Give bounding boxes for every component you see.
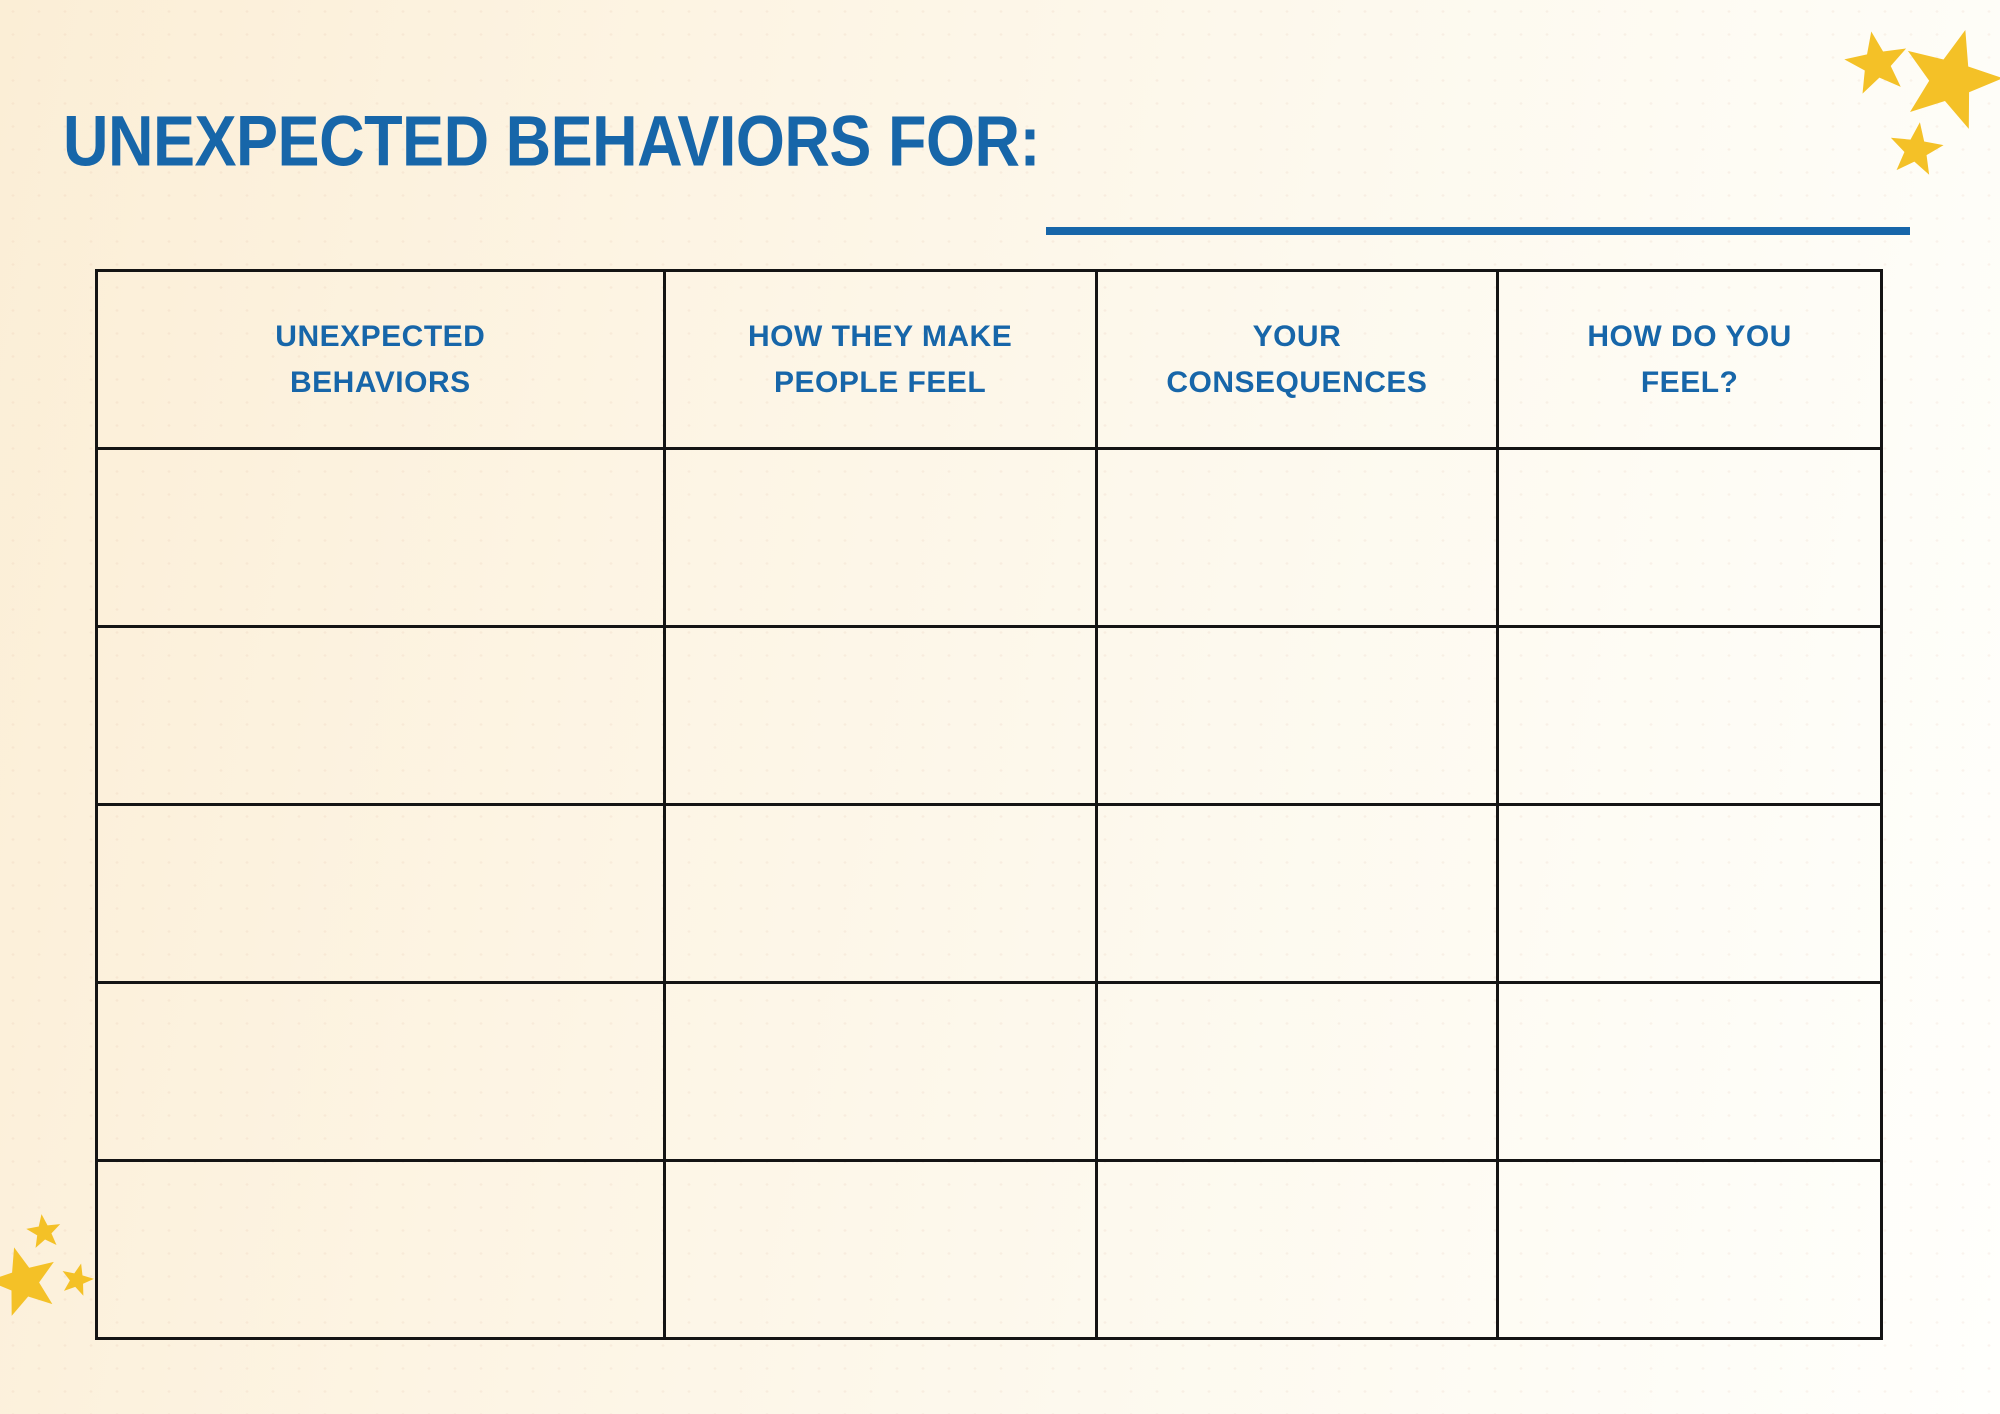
name-fill-in-line[interactable] — [1045, 227, 1910, 235]
table-cell[interactable] — [662, 981, 1098, 1162]
header-line: FEEL? — [1640, 365, 1739, 399]
table-body — [95, 447, 1883, 1340]
table-cell[interactable] — [1094, 803, 1500, 984]
table-cell[interactable] — [95, 1159, 666, 1340]
column-header-unexpected-behaviors: UNEXPECTED BEHAVIORS — [95, 269, 666, 450]
star-icon-bottom-left-small-top — [24, 1211, 63, 1249]
column-header-your-consequences: YOUR CONSEQUENCES — [1094, 269, 1500, 450]
table-row — [95, 981, 1883, 1162]
table-header-row: UNEXPECTED BEHAVIORS HOW THEY MAKE PEOPL… — [95, 269, 1883, 450]
header-line: PEOPLE FEEL — [774, 365, 987, 399]
table-cell[interactable] — [1496, 1159, 1883, 1340]
table-cell[interactable] — [95, 981, 666, 1162]
column-header-how-do-you-feel: HOW DO YOU FEEL? — [1496, 269, 1883, 450]
header-line: CONSEQUENCES — [1166, 365, 1428, 399]
table-cell[interactable] — [662, 447, 1098, 628]
table-cell[interactable] — [662, 803, 1098, 984]
table-cell[interactable] — [1094, 447, 1500, 628]
table-cell[interactable] — [1496, 447, 1883, 628]
column-header-how-they-make-people-feel: HOW THEY MAKE PEOPLE FEEL — [662, 269, 1098, 450]
table-row — [95, 625, 1883, 806]
table-row — [95, 447, 1883, 628]
star-icon-bottom-left-small-right — [57, 1259, 97, 1298]
table-cell[interactable] — [95, 803, 666, 984]
table-cell[interactable] — [662, 625, 1098, 806]
table-row — [95, 803, 1883, 984]
table-cell[interactable] — [95, 625, 666, 806]
header-line: HOW THEY MAKE — [747, 319, 1013, 353]
header-line: BEHAVIORS — [289, 365, 471, 399]
header-line: UNEXPECTED — [275, 319, 486, 353]
table-cell[interactable] — [1496, 803, 1883, 984]
header-line: YOUR — [1252, 319, 1342, 353]
table-cell[interactable] — [1094, 625, 1500, 806]
table-cell[interactable] — [1496, 625, 1883, 806]
table-cell[interactable] — [662, 1159, 1098, 1340]
star-icon-bottom-left-large — [0, 1237, 65, 1320]
table-cell[interactable] — [1496, 981, 1883, 1162]
table-cell[interactable] — [1094, 1159, 1500, 1340]
page-title: UNEXPECTED BEHAVIORS FOR: — [63, 101, 1040, 182]
title-row: UNEXPECTED BEHAVIORS FOR: — [63, 101, 1910, 235]
header-line: HOW DO YOU — [1587, 319, 1792, 353]
unexpected-behaviors-table: UNEXPECTED BEHAVIORS HOW THEY MAKE PEOPL… — [95, 269, 1883, 1340]
table-row — [95, 1159, 1883, 1340]
table-cell[interactable] — [95, 447, 666, 628]
table-cell[interactable] — [1094, 981, 1500, 1162]
star-icon-top-right-small — [1840, 26, 1913, 96]
